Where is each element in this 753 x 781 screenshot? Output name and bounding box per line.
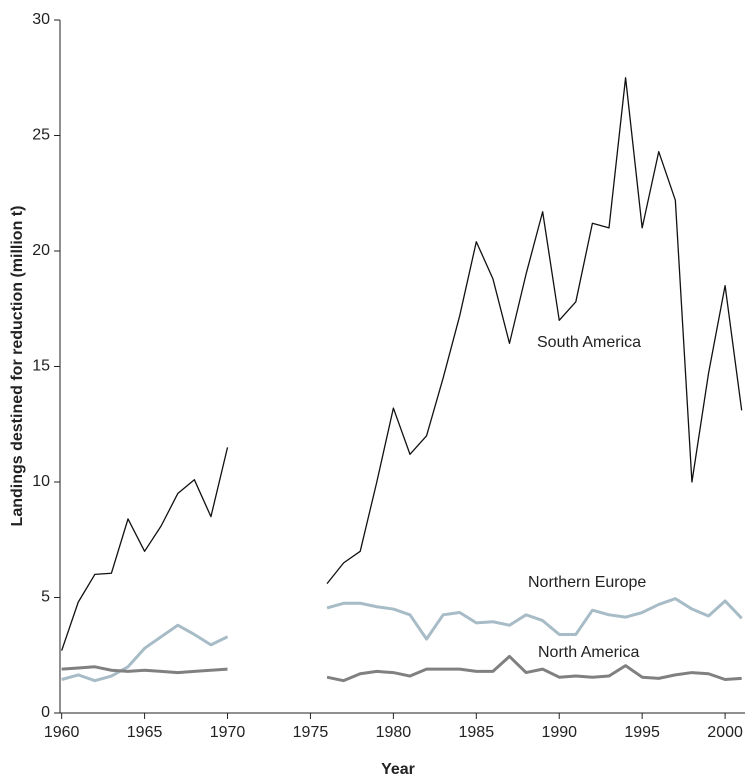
x-tick-label: 2000 bbox=[707, 724, 743, 741]
x-tick-label: 1975 bbox=[293, 724, 329, 741]
x-tick-label: 1980 bbox=[376, 724, 412, 741]
x-tick-label: 1960 bbox=[44, 724, 80, 741]
series-label: Northern Europe bbox=[528, 574, 646, 591]
y-tick-label: 5 bbox=[41, 589, 50, 606]
series-line bbox=[61, 654, 742, 683]
y-tick-label: 0 bbox=[41, 704, 50, 721]
y-tick-label: 25 bbox=[32, 127, 50, 144]
x-tick-label: 1990 bbox=[541, 724, 577, 741]
y-tick-label: 15 bbox=[32, 358, 50, 375]
y-tick-label: 20 bbox=[32, 242, 50, 259]
series-label: South America bbox=[537, 334, 641, 351]
x-tick-label: 1985 bbox=[459, 724, 495, 741]
y-tick-label: 10 bbox=[32, 473, 50, 490]
series-line bbox=[61, 597, 743, 683]
x-tick-label: 1970 bbox=[210, 724, 246, 741]
y-tick-label: 30 bbox=[32, 11, 50, 28]
x-tick-label: 1965 bbox=[127, 724, 163, 741]
series-line bbox=[61, 77, 743, 651]
x-axis-label: Year bbox=[381, 761, 415, 778]
x-tick-label: 1995 bbox=[624, 724, 660, 741]
series-label: North America bbox=[538, 644, 639, 661]
y-axis-label: Landings destined for reduction (million… bbox=[9, 206, 26, 527]
